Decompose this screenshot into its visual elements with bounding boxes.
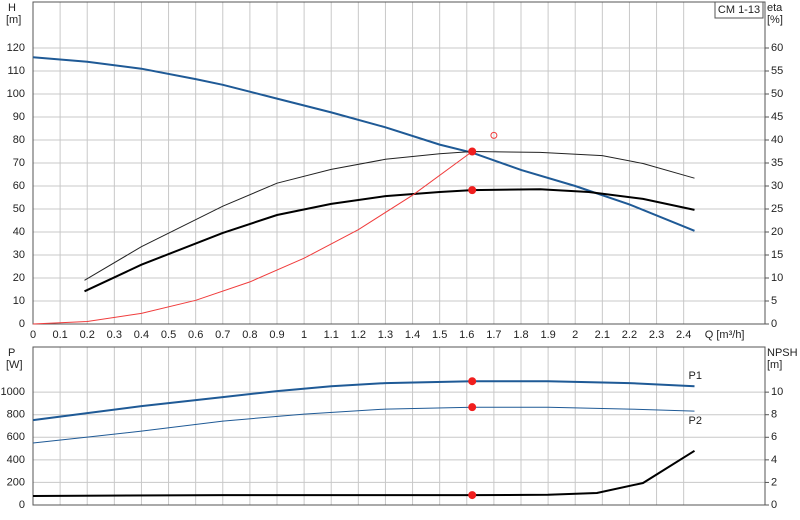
x-tick-label: 0.3 — [107, 329, 122, 341]
y2-tick-label: 0 — [771, 318, 777, 330]
x-tick-label: 0.1 — [52, 329, 67, 341]
plot-frame — [32, 346, 766, 506]
y2-tick-label: 0 — [771, 499, 777, 511]
operating-point — [468, 147, 477, 156]
operating-point — [468, 377, 477, 386]
y-tick-label: 120 — [7, 42, 25, 54]
series-label: P1 — [689, 370, 702, 382]
operating-point — [490, 131, 498, 139]
y2-tick-label: 5 — [771, 295, 777, 307]
x-tick-label: 1.3 — [378, 329, 393, 341]
y2-tick-label: 40 — [771, 134, 783, 146]
y2-axis-unit: [%] — [767, 14, 783, 26]
y-tick-label: 400 — [7, 454, 25, 466]
x-tick-label: 0.2 — [80, 329, 95, 341]
x-tick-label: 0.6 — [188, 329, 203, 341]
y2-tick-label: 60 — [771, 42, 783, 54]
chart-title: CM 1-13 — [718, 4, 760, 16]
y2-tick-label: 20 — [771, 226, 783, 238]
y2-tick-label: 25 — [771, 203, 783, 215]
y2-axis-label: NPSH — [767, 347, 798, 359]
y-tick-label: 40 — [13, 226, 25, 238]
y-tick-label: 30 — [13, 249, 25, 261]
y-tick-label: 60 — [13, 180, 25, 192]
y2-axis-label: eta — [767, 2, 783, 14]
y2-tick-label: 6 — [771, 431, 777, 443]
y-tick-label: 10 — [13, 295, 25, 307]
y-tick-label: 0 — [19, 499, 25, 511]
series-label: P2 — [689, 415, 702, 427]
series-line — [84, 150, 695, 281]
title-box — [714, 1, 764, 19]
y2-tick-label: 30 — [771, 180, 783, 192]
x-axis-label: Q [m³/h] — [705, 329, 745, 341]
x-tick-label: 0.7 — [215, 329, 230, 341]
operating-point — [468, 403, 477, 412]
y-axis-unit: [m] — [6, 14, 21, 26]
operating-point — [468, 186, 477, 195]
x-tick-label: 2 — [572, 329, 578, 341]
x-tick-label: 2.2 — [622, 329, 637, 341]
x-tick-label: 1.9 — [540, 329, 555, 341]
x-tick-label: 0.5 — [161, 329, 176, 341]
x-tick-label: 0 — [30, 329, 36, 341]
y2-tick-label: 15 — [771, 249, 783, 261]
y-tick-label: 600 — [7, 431, 25, 443]
x-tick-label: 1.1 — [324, 329, 339, 341]
y-axis-label: P — [8, 347, 15, 359]
y2-tick-label: 10 — [771, 272, 783, 284]
x-tick-label: 2.1 — [595, 329, 610, 341]
x-tick-label: 1.5 — [432, 329, 447, 341]
y-tick-label: 90 — [13, 111, 25, 123]
x-tick-label: 2.4 — [676, 329, 691, 341]
y2-tick-label: 45 — [771, 111, 783, 123]
x-tick-label: 1.7 — [486, 329, 501, 341]
y-axis-label: H — [8, 2, 16, 14]
y2-tick-label: 55 — [771, 65, 783, 77]
series-line — [32, 380, 695, 422]
series-line — [32, 449, 696, 497]
y2-axis-unit: [m] — [767, 359, 782, 371]
series-line — [32, 56, 695, 232]
x-tick-label: 0.4 — [134, 329, 149, 341]
y-tick-label: 0 — [19, 318, 25, 330]
x-tick-label: 0.9 — [269, 329, 284, 341]
x-tick-label: 1.8 — [513, 329, 528, 341]
y2-tick-label: 4 — [771, 454, 777, 466]
y-tick-label: 50 — [13, 203, 25, 215]
y-tick-label: 200 — [7, 476, 25, 488]
y-tick-label: 80 — [13, 134, 25, 146]
operating-point — [468, 491, 477, 500]
y-axis-unit: [W] — [6, 359, 23, 371]
series-line — [32, 151, 473, 325]
y2-tick-label: 35 — [771, 157, 783, 169]
x-tick-label: 0.8 — [242, 329, 257, 341]
y-tick-label: 800 — [7, 409, 25, 421]
y-tick-label: 100 — [7, 88, 25, 100]
y2-tick-label: 2 — [771, 476, 777, 488]
x-tick-label: 1.2 — [351, 329, 366, 341]
series-line — [32, 406, 695, 444]
x-tick-label: 1.6 — [459, 329, 474, 341]
y2-tick-label: 8 — [771, 409, 777, 421]
x-tick-label: 1 — [301, 329, 307, 341]
y-tick-label: 70 — [13, 157, 25, 169]
y-tick-label: 110 — [7, 65, 25, 77]
x-tick-label: 1.4 — [405, 329, 420, 341]
y-tick-label: 1000 — [1, 386, 25, 398]
x-tick-label: 2.3 — [649, 329, 664, 341]
y-tick-label: 20 — [13, 272, 25, 284]
y2-tick-label: 50 — [771, 88, 783, 100]
series-line — [84, 188, 695, 293]
plot-frame — [32, 1, 766, 325]
y2-tick-label: 10 — [771, 386, 783, 398]
